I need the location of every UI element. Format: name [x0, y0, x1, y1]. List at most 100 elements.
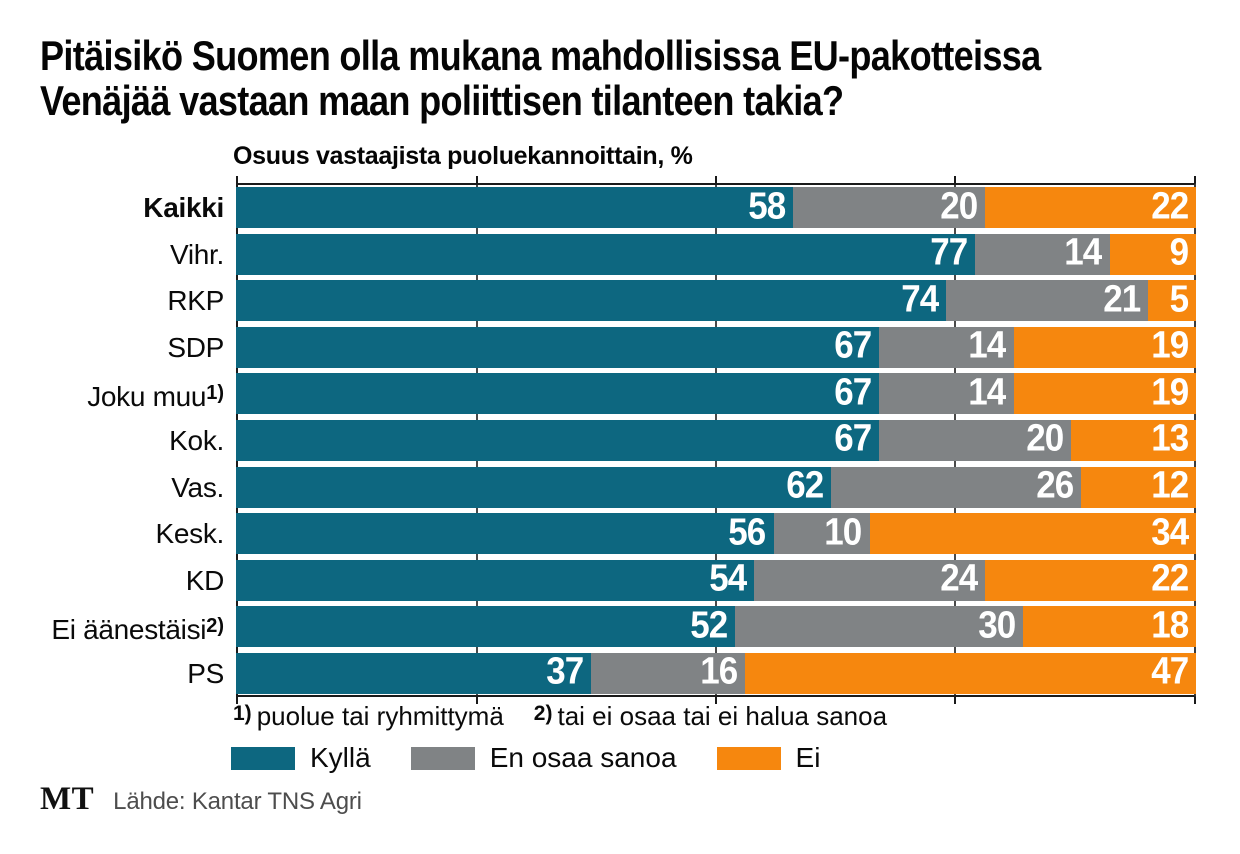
footnote-marker: 1): [233, 702, 252, 725]
bar-row-kaikki: Kaikki 58 20 22: [0, 185, 1196, 228]
bar-value-label: 12: [1150, 464, 1189, 507]
bar-value-label: 10: [824, 511, 863, 554]
bar-value-label: 56: [728, 511, 767, 554]
bar-segment-kyll: 77: [236, 231, 976, 275]
bar-segment-kyll: 62: [236, 465, 832, 508]
legend-item-en-osaa-sanoa: En osaa sanoa: [410, 742, 677, 774]
bar-segment-kyll: 56: [236, 511, 774, 555]
bar-value-label: 16: [699, 651, 738, 694]
axis-tick-50-bottom: [715, 697, 717, 704]
category-label-ps: PS: [187, 657, 224, 689]
bar-segment-kyll: 67: [236, 324, 880, 368]
bar-value-label: 26: [1035, 464, 1074, 507]
stacked-bar-sdp: 67 14 19: [236, 324, 1196, 368]
bar-value-label: 14: [968, 324, 1007, 367]
bar-value-label: 14: [1064, 231, 1103, 274]
bar-value-label: 22: [1150, 185, 1189, 228]
axis-tick-100-bottom: [1194, 697, 1196, 704]
footnotes: 1) puolue tai ryhmittymä 2) tai ei osaa tai…: [233, 701, 887, 732]
footnote-1: 1) puolue tai ryhmittymä: [233, 701, 504, 732]
stacked-bar-kd: 54 24 22: [236, 557, 1196, 601]
bar-value-label: 67: [834, 418, 872, 461]
bar-segment-kyll: 58: [236, 185, 793, 228]
axis-tick-0-bottom: [236, 697, 238, 704]
stacked-bar-kesk: 56 10 34: [236, 511, 1196, 555]
legend-swatch-ei: [716, 746, 781, 770]
bar-segment-en-osaa-sanoa: 26: [831, 464, 1081, 508]
footnote-text: tai ei osaa tai ei halua sanoa: [557, 701, 888, 731]
bar-segment-ei: 22: [984, 185, 1196, 228]
source-text: Lähde: Kantar TNS Agri: [113, 788, 362, 815]
legend-label: Ei: [795, 742, 821, 773]
bar-row-kok: Kok. 67 20 13: [0, 418, 1196, 461]
axis-tick-0-top: [236, 176, 238, 183]
bar-segment-en-osaa-sanoa: 30: [735, 604, 1024, 648]
bar-row-sdp: SDP 67 14 19: [0, 324, 1196, 368]
bar-row-joku-muu: Joku muu1) 67 14 19: [0, 371, 1196, 415]
bar-value-label: 24: [939, 557, 978, 600]
bar-segment-ei: 19: [1013, 324, 1196, 368]
axis-tick-50-top: [715, 176, 717, 183]
bar-segment-en-osaa-sanoa: 20: [879, 418, 1072, 461]
bar-value-label: 67: [834, 324, 872, 367]
bar-segment-kyll: 67: [236, 372, 880, 415]
bar-value-label: 22: [1150, 557, 1189, 600]
bar-segment-en-osaa-sanoa: 10: [773, 511, 870, 555]
bar-value-label: 5: [1169, 278, 1188, 321]
category-label-sdp: SDP: [167, 331, 224, 363]
bar-value-label: 14: [968, 371, 1007, 414]
footnote-marker: 2): [533, 702, 553, 725]
axis-tick-75-top: [954, 176, 956, 183]
bar-value-label: 19: [1150, 324, 1189, 367]
chart-subtitle: Osuus vastaajista puoluekannoittain, %: [233, 142, 693, 170]
category-label-vihr: Vihr.: [169, 238, 224, 270]
legend-label: En osaa sanoa: [489, 742, 677, 773]
legend-item-kyll: Kyllä: [231, 742, 371, 774]
bar-row-kesk: Kesk. 56 10 34: [0, 511, 1196, 555]
bar-value-label: 77: [930, 231, 968, 274]
bar-segment-en-osaa-sanoa: 14: [879, 371, 1014, 415]
bar-segment-ei: 47: [744, 651, 1196, 694]
category-label-kd: KD: [185, 564, 225, 596]
bar-value-label: 18: [1150, 604, 1189, 647]
mt-logo: MT: [40, 781, 95, 817]
bar-row-vas: Vas. 62 26 12: [0, 464, 1196, 508]
bar-value-label: 34: [1150, 511, 1189, 554]
footnote-marker: 2): [206, 615, 224, 638]
stacked-bar-ps: 37 16 47: [236, 651, 1196, 694]
axis-tick-25-top: [476, 176, 478, 183]
category-label-joku-muu: Joku muu1): [87, 381, 224, 413]
stacked-bar-kaikki: 58 20 22: [236, 185, 1196, 228]
bar-value-label: 21: [1102, 278, 1141, 321]
bar-value-label: 9: [1169, 231, 1188, 274]
category-label-kesk: Kesk.: [155, 518, 224, 550]
stacked-bar-vas: 62 26 12: [236, 464, 1196, 508]
chart-title: Pitäisikö Suomen olla mukana mahdollisis…: [40, 32, 1041, 124]
source-line: MT Lähde: Kantar TNS Agri: [40, 781, 362, 818]
stacked-bar-ei-nest-isi: 52 30 18: [236, 604, 1196, 648]
bar-segment-kyll: 54: [236, 557, 755, 601]
bar-segment-ei: 13: [1071, 418, 1196, 461]
bar-value-label: 54: [709, 557, 747, 600]
footnote-2: 2) tai ei osaa tai ei halua sanoa: [534, 701, 887, 732]
bar-segment-en-osaa-sanoa: 14: [879, 324, 1014, 368]
legend-item-ei: Ei: [716, 742, 821, 774]
legend-swatch-kyll: [231, 746, 295, 770]
bar-value-label: 37: [546, 651, 584, 694]
footnote-marker: 1): [206, 382, 224, 405]
bar-value-label: 13: [1150, 418, 1189, 461]
bar-segment-ei: 12: [1080, 464, 1196, 508]
category-label-kaikki: Kaikki: [143, 192, 224, 223]
category-label-kok: Kok.: [169, 424, 224, 456]
bar-segment-kyll: 67: [236, 418, 880, 461]
bar-segment-en-osaa-sanoa: 21: [946, 278, 1148, 322]
axis-tick-25-bottom: [476, 697, 478, 704]
bar-value-label: 58: [747, 185, 786, 228]
bar-row-vihr: Vihr. 77 14 9: [0, 231, 1196, 275]
bar-segment-kyll: 37: [236, 651, 592, 694]
bar-value-label: 20: [939, 185, 978, 228]
bar-row-kd: KD 54 24 22: [0, 557, 1196, 601]
bar-segment-ei: 22: [984, 557, 1196, 601]
bar-value-label: 30: [978, 604, 1016, 647]
stacked-bar-joku-muu: 67 14 19: [236, 371, 1196, 415]
